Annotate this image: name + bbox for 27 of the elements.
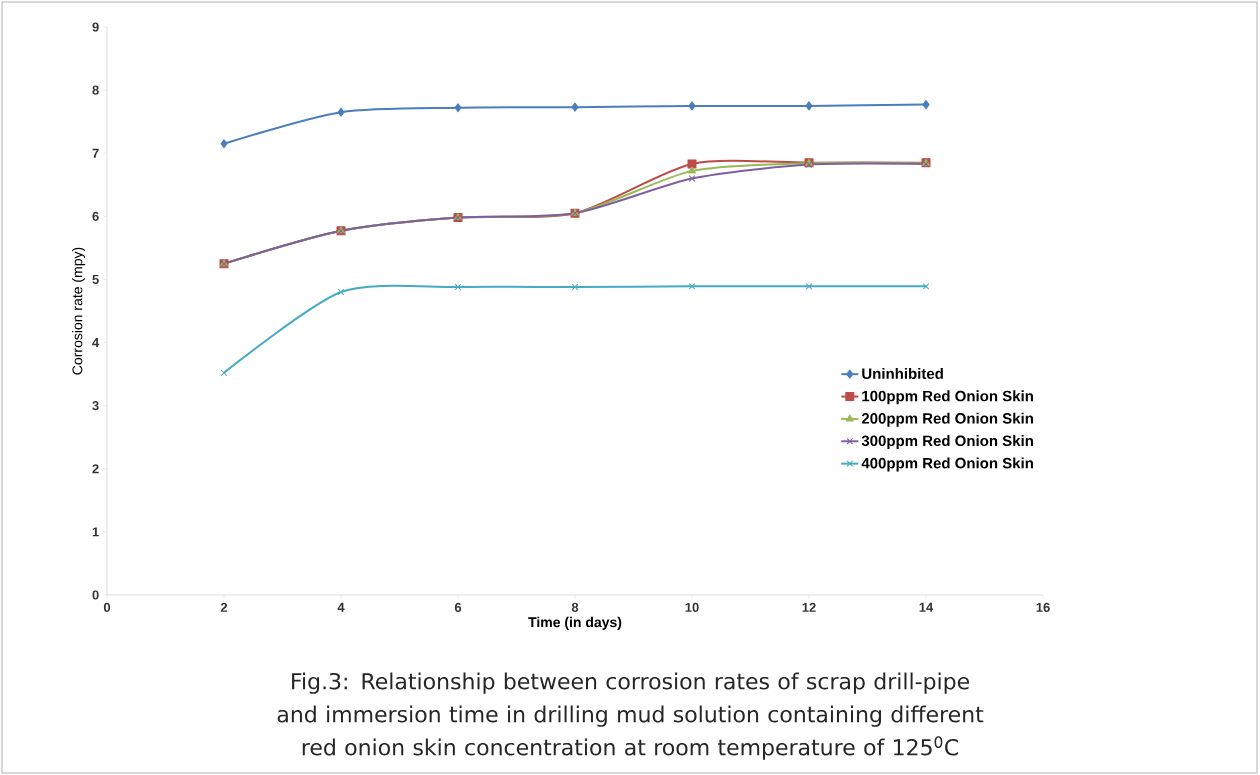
x-tick-label: 16 xyxy=(1036,602,1050,612)
y-tick-label: 8 xyxy=(92,85,99,95)
y-tick-label: 7 xyxy=(92,148,99,158)
x-tick-label: 8 xyxy=(571,602,579,612)
legend-label: 400ppm Red Onion Skin xyxy=(861,457,1033,472)
y-tick-label: 6 xyxy=(92,211,99,221)
x-tick-label: 0 xyxy=(103,602,111,612)
x-tick-label: 4 xyxy=(337,602,345,612)
x-tick-label: 2 xyxy=(220,602,228,612)
y-tick-label: 2 xyxy=(92,464,99,474)
legend-label: Uninhibited xyxy=(862,367,943,379)
y-tick-label: 1 xyxy=(92,527,99,537)
x-tick-label: 10 xyxy=(685,602,699,612)
y-tick-label: 0 xyxy=(92,590,99,600)
x-tick-label: 12 xyxy=(802,602,816,612)
legend-label: 300ppm Red Onion Skin xyxy=(861,435,1033,450)
legend-label: 100ppm Red Onion Skin xyxy=(862,390,1033,405)
y-tick-label: 3 xyxy=(92,401,99,411)
x-tick-label: 6 xyxy=(454,602,462,612)
x-tick-label: 14 xyxy=(919,602,934,612)
y-tick-label: 4 xyxy=(92,338,100,348)
legend-label: 200ppm Red Onion Skin xyxy=(861,412,1033,427)
y-tick-label: 5 xyxy=(92,274,99,284)
y-tick-label: 9 xyxy=(92,22,99,32)
y-axis-title: Corrosion rate (mpy) xyxy=(72,247,86,375)
caption: Fig.3: Relationship between corrosion rates of scrap drill-pipe and immersion time in drilling mud solution containing different red onion skin concentration at room temperature of 125$^{0}$C xyxy=(277,672,984,760)
x-axis-title: Time (in days) xyxy=(528,616,622,630)
